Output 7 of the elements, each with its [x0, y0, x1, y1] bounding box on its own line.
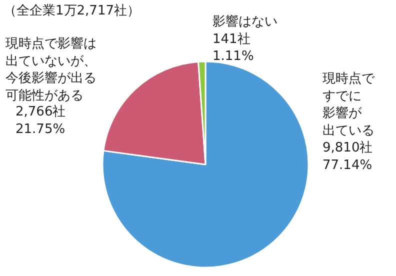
slice-label: 現時点ですでに影響が出ている [322, 72, 376, 138]
data-label: 9,810社 77.14% [322, 140, 373, 173]
data-label: 2,766社 21.75% [16, 104, 66, 137]
slice-label: 現時点で影響は出ていないが、今後影響が出る可能性がある [6, 36, 96, 104]
chart-title: （全企業1万2,717社） [4, 4, 140, 18]
data-label: 141社 1.11% [212, 32, 254, 64]
slice-label: 影響はない [212, 14, 278, 30]
